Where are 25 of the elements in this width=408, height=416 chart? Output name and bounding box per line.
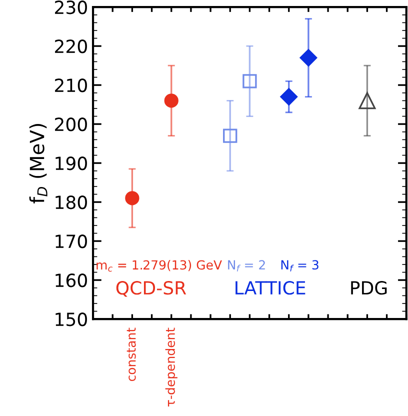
y-tick-label: 180 bbox=[56, 196, 87, 210]
y-tick-label: 160 bbox=[56, 274, 87, 288]
y-tick-label: 220 bbox=[55, 40, 87, 54]
y-tick-label: 230 bbox=[55, 0, 87, 14]
point bbox=[223, 128, 238, 143]
point bbox=[125, 191, 140, 206]
y-tick-label: 170 bbox=[56, 234, 87, 248]
point bbox=[164, 94, 178, 108]
point bbox=[242, 74, 257, 88]
x-tick-label: τ-dependent bbox=[165, 328, 178, 406]
y-tick-label: 190 bbox=[56, 156, 87, 170]
annotation: N$_{f}$ = 3 bbox=[281, 260, 318, 272]
y-tick-label: 150 bbox=[56, 312, 87, 326]
x-tick-label: constant bbox=[126, 328, 136, 382]
y-tick-label: 200 bbox=[55, 118, 87, 132]
annotation: PDG bbox=[351, 281, 387, 295]
y-tick-label: 210 bbox=[55, 78, 87, 92]
annotation: N$_{f}$ = 2 bbox=[228, 260, 265, 272]
point bbox=[280, 88, 298, 106]
y-axis-title: f$_{D}$ (MeV) bbox=[29, 124, 48, 204]
annotation: m$_{c}$ = 1.279(13) GeV bbox=[96, 260, 222, 272]
annotation: QCD-SR bbox=[116, 281, 186, 297]
point bbox=[300, 49, 318, 66]
annotation: LATTICE bbox=[236, 281, 306, 295]
point bbox=[358, 92, 376, 110]
